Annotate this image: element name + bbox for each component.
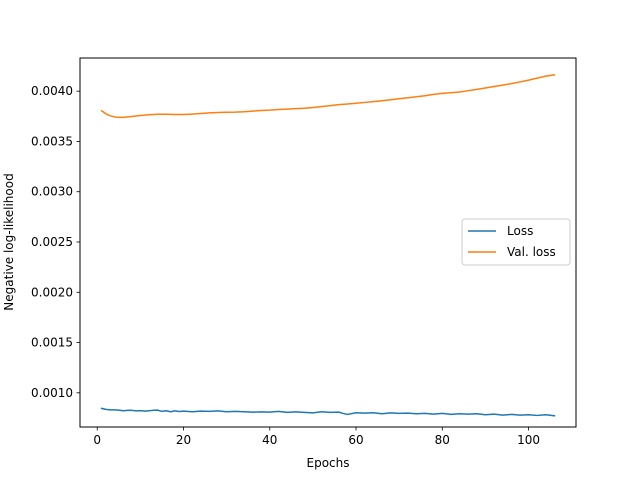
y-tick-label: 0.0040 (31, 84, 73, 98)
x-tick-label: 60 (348, 433, 363, 447)
series-layer (100, 74, 556, 417)
x-tick-label: 40 (262, 433, 277, 447)
y-axis-label: Negative log-likelihood (2, 173, 16, 310)
x-tick-label: 100 (517, 433, 540, 447)
legend-label-val-loss: Val. loss (507, 245, 556, 259)
y-tick-label: 0.0025 (31, 235, 73, 249)
y-tick-label: 0.0015 (31, 336, 73, 350)
y-axis-ticks: 0.0010 0.0015 0.0020 0.0025 0.0030 0.0035 0.00… (31, 84, 80, 400)
legend: Loss Val. loss (461, 218, 571, 266)
x-axis-label: Epochs (307, 456, 350, 470)
x-tick-label: 80 (435, 433, 450, 447)
series-line-loss (100, 407, 556, 417)
y-tick-label: 0.0030 (31, 185, 73, 199)
x-tick-label: 0 (93, 433, 101, 447)
y-tick-label: 0.0010 (31, 386, 73, 400)
y-tick-label: 0.0035 (31, 134, 73, 148)
x-axis-ticks: 0 20 40 60 80 100 (93, 427, 540, 447)
plot-frame (79, 57, 577, 428)
y-tick-label: 0.0020 (31, 285, 73, 299)
x-tick-label: 20 (176, 433, 191, 447)
series-line-val-loss (100, 74, 556, 119)
legend-label-loss: Loss (507, 224, 533, 238)
